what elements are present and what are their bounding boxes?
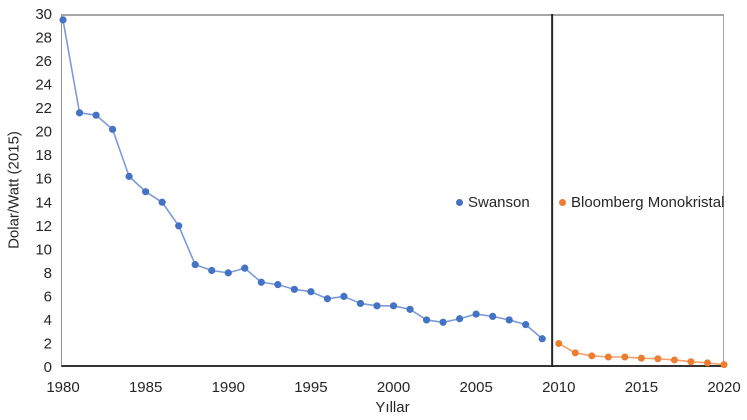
- data-point: [406, 305, 414, 313]
- y-tick-label: 24: [35, 77, 52, 94]
- data-point: [373, 302, 381, 310]
- data-point: [654, 355, 662, 363]
- data-point: [389, 302, 398, 310]
- bloomberg-legend-marker-icon: [559, 198, 566, 206]
- y-tick-label: 20: [35, 124, 52, 141]
- data-point: [92, 111, 100, 119]
- data-point: [208, 266, 216, 275]
- y-tick-label: 18: [35, 147, 52, 164]
- y-tick-label: 8: [44, 265, 52, 282]
- data-point: [489, 312, 497, 321]
- x-tick-label: 2005: [459, 379, 492, 396]
- data-point: [720, 361, 728, 369]
- legend-item-swanson: Swanson: [456, 193, 530, 211]
- y-tick-label: 14: [35, 194, 52, 211]
- data-point: [687, 358, 695, 366]
- swanson-legend-marker-icon: [456, 198, 463, 206]
- y-tick-label: 4: [44, 312, 52, 329]
- data-point: [191, 261, 199, 269]
- y-tick-label: 28: [35, 30, 52, 47]
- data-point: [538, 335, 546, 343]
- data-point: [108, 125, 117, 133]
- y-tick-label: 6: [44, 288, 52, 305]
- data-point: [125, 172, 133, 180]
- y-tick-label: 16: [35, 171, 52, 188]
- data-point: [472, 310, 480, 318]
- data-point: [571, 349, 579, 357]
- data-point: [274, 281, 282, 289]
- x-tick-label: 1980: [46, 379, 79, 396]
- data-point: [59, 16, 67, 24]
- bloomberg-series: [555, 339, 728, 369]
- data-point: [621, 353, 629, 361]
- data-point: [290, 285, 298, 293]
- data-point: [340, 292, 348, 300]
- x-tick-label: 1990: [212, 379, 245, 396]
- y-tick-label: 0: [44, 359, 52, 376]
- legend-label: Bloomberg Monokristal: [571, 193, 725, 211]
- x-axis-title: Yıllar: [375, 399, 410, 416]
- y-tick-label: 10: [35, 241, 52, 258]
- swanson-series-line: [62, 19, 543, 340]
- y-tick-label: 2: [44, 335, 52, 352]
- x-tick-label: 1985: [129, 379, 162, 396]
- data-point: [158, 198, 166, 206]
- data-point: [142, 188, 150, 196]
- x-tick-label: 2015: [625, 379, 658, 396]
- data-point: [522, 321, 530, 329]
- data-point: [356, 299, 365, 308]
- data-point: [456, 315, 464, 323]
- data-point: [241, 264, 249, 272]
- y-tick-label: 12: [35, 218, 52, 235]
- x-tick-label: 1995: [294, 379, 327, 396]
- data-point: [604, 353, 612, 361]
- y-tick-label: 26: [35, 53, 52, 70]
- data-point: [588, 352, 596, 360]
- data-point: [703, 359, 711, 367]
- data-point: [422, 316, 431, 324]
- data-point: [307, 288, 315, 296]
- data-point: [175, 222, 183, 230]
- data-point: [323, 295, 331, 303]
- legend-item-bloomberg: Bloomberg Monokristal: [559, 193, 725, 211]
- data-point: [75, 109, 84, 117]
- swanson-series: [59, 16, 546, 343]
- x-tick-label: 2010: [542, 379, 575, 396]
- x-tick-label: 2000: [377, 379, 410, 396]
- data-point: [670, 356, 678, 364]
- data-point: [224, 269, 232, 277]
- x-tick-label: 2020: [707, 379, 740, 396]
- y-tick-label: 22: [35, 100, 52, 117]
- y-tick-label: 30: [35, 6, 52, 23]
- data-point: [257, 278, 265, 286]
- data-point: [505, 316, 513, 324]
- data-point: [555, 339, 563, 347]
- data-point: [637, 354, 645, 362]
- legend-label: Swanson: [468, 193, 530, 211]
- data-point: [439, 318, 447, 326]
